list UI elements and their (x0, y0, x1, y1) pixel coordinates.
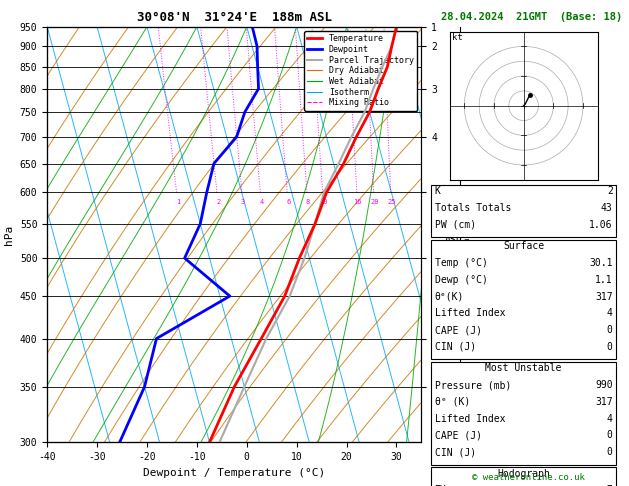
Text: 0: 0 (607, 325, 613, 335)
Text: 25: 25 (387, 199, 396, 205)
Text: © weatheronline.co.uk: © weatheronline.co.uk (472, 473, 585, 482)
Text: PW (cm): PW (cm) (435, 220, 476, 230)
Text: CIN (J): CIN (J) (435, 447, 476, 457)
Text: 4: 4 (607, 414, 613, 424)
Text: 28.04.2024  21GMT  (Base: 18): 28.04.2024 21GMT (Base: 18) (441, 12, 622, 22)
Y-axis label: Mixing Ratio (g/kg): Mixing Ratio (g/kg) (463, 183, 472, 286)
Text: 8: 8 (306, 199, 310, 205)
Text: 3: 3 (241, 199, 245, 205)
Text: Lifted Index: Lifted Index (435, 309, 505, 318)
Text: Lifted Index: Lifted Index (435, 414, 505, 424)
Text: 1.06: 1.06 (589, 220, 613, 230)
Text: 4: 4 (259, 199, 264, 205)
Bar (431, 185, 616, 237)
Text: 6: 6 (286, 199, 291, 205)
Bar (431, 467, 616, 486)
Y-axis label: hPa: hPa (4, 225, 14, 244)
Text: 0: 0 (607, 447, 613, 457)
Text: Temp (°C): Temp (°C) (435, 258, 487, 268)
Y-axis label: km
ASL: km ASL (445, 224, 462, 245)
Text: 1.1: 1.1 (595, 275, 613, 285)
Text: θᵉ(K): θᵉ(K) (435, 292, 464, 302)
Text: 990: 990 (595, 380, 613, 390)
Text: Pressure (mb): Pressure (mb) (435, 380, 511, 390)
Text: CAPE (J): CAPE (J) (435, 431, 482, 440)
Text: kt: kt (452, 34, 463, 42)
Text: 317: 317 (595, 292, 613, 302)
Text: 43: 43 (601, 203, 613, 213)
X-axis label: Dewpoint / Temperature (°C): Dewpoint / Temperature (°C) (143, 468, 325, 478)
Text: 1: 1 (176, 199, 180, 205)
Text: 4: 4 (607, 309, 613, 318)
Text: 2: 2 (216, 199, 220, 205)
Text: 30.1: 30.1 (589, 258, 613, 268)
Text: Surface: Surface (503, 242, 544, 251)
Text: Dewp (°C): Dewp (°C) (435, 275, 487, 285)
Text: θᵉ (K): θᵉ (K) (435, 397, 470, 407)
Title: 30°08'N  31°24'E  188m ASL: 30°08'N 31°24'E 188m ASL (136, 11, 332, 24)
Text: 16: 16 (353, 199, 362, 205)
Text: 10: 10 (320, 199, 328, 205)
Text: Totals Totals: Totals Totals (435, 203, 511, 213)
Text: Most Unstable: Most Unstable (486, 364, 562, 373)
Bar (431, 362, 616, 465)
Text: 0: 0 (607, 342, 613, 352)
Text: 20: 20 (370, 199, 379, 205)
Bar (431, 240, 616, 359)
Legend: Temperature, Dewpoint, Parcel Trajectory, Dry Adiabat, Wet Adiabat, Isotherm, Mi: Temperature, Dewpoint, Parcel Trajectory… (304, 31, 417, 110)
Text: CIN (J): CIN (J) (435, 342, 476, 352)
Text: 317: 317 (595, 397, 613, 407)
Text: CAPE (J): CAPE (J) (435, 325, 482, 335)
Text: 2: 2 (607, 187, 613, 196)
Text: 0: 0 (607, 431, 613, 440)
Text: K: K (435, 187, 440, 196)
Text: Hodograph: Hodograph (497, 469, 550, 479)
